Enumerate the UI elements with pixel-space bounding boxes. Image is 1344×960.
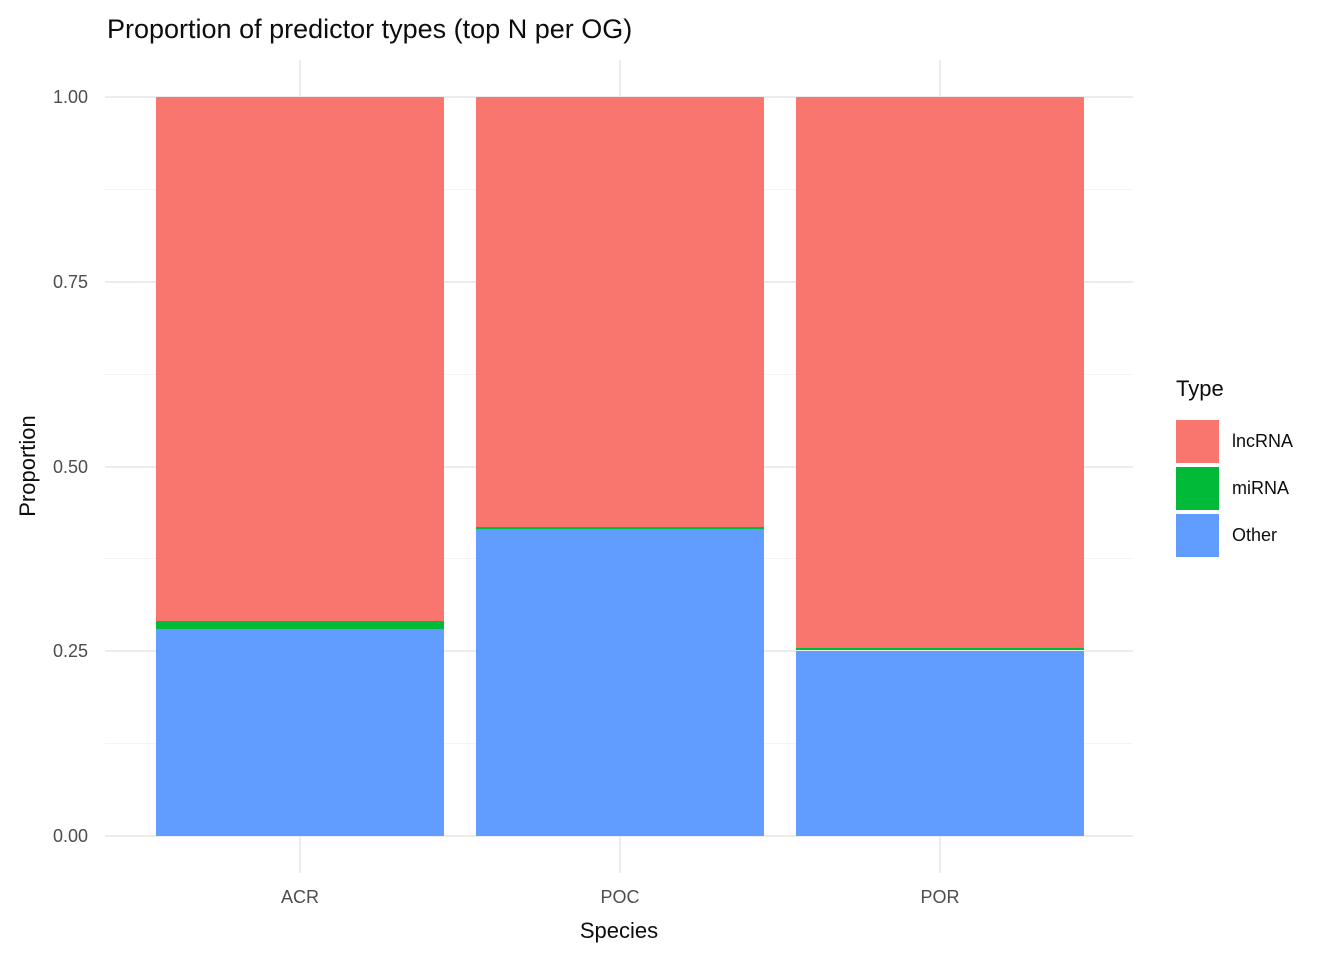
legend-entry-mirna: miRNA (1176, 467, 1293, 510)
legend-entry-label: lncRNA (1232, 431, 1294, 451)
x-tick-label: ACR (280, 887, 320, 907)
y-tick-label: 0.50 (52, 456, 88, 477)
x-axis-title: Species (579, 918, 659, 943)
y-tick-label: 0.00 (52, 826, 88, 846)
y-tick-label: 1.00 (52, 87, 88, 107)
y-axis-title: Proportion (15, 415, 40, 517)
legend-entry-label: miRNA (1232, 478, 1289, 498)
legend-key-swatch (1176, 514, 1219, 557)
bar-segment-mirna-por (796, 648, 1084, 651)
bar-segment-other-poc (476, 529, 764, 836)
legend: Type lncRNA miRNA Other (1176, 375, 1293, 561)
bar-segment-lncrna-poc (476, 97, 764, 528)
y-tick-label: 0.75 (52, 271, 88, 292)
bar-segment-lncrna-acr (156, 97, 444, 621)
chart-title: Proportion of predictor types (top N per… (107, 14, 633, 44)
legend-entry-other: Other (1176, 514, 1293, 557)
legend-entry-lncrna: lncRNA (1176, 420, 1293, 463)
x-tick-label: POR (920, 887, 960, 907)
bar-segment-lncrna-por (796, 97, 1084, 649)
bar-segment-mirna-poc (476, 527, 764, 530)
bar-segment-mirna-acr (156, 620, 444, 630)
x-tick-label: POC (600, 887, 640, 907)
bar-segment-other-por (796, 650, 1084, 836)
legend-entry-label: Other (1232, 525, 1278, 545)
bar-segment-other-acr (156, 629, 444, 836)
legend-entries: lncRNA miRNA Other (1176, 420, 1293, 557)
legend-key-swatch (1176, 420, 1219, 463)
y-tick-label: 0.25 (52, 641, 88, 662)
legend-title: Type (1176, 376, 1224, 401)
plot-panel (105, 60, 1133, 873)
legend-key-swatch (1176, 467, 1219, 510)
